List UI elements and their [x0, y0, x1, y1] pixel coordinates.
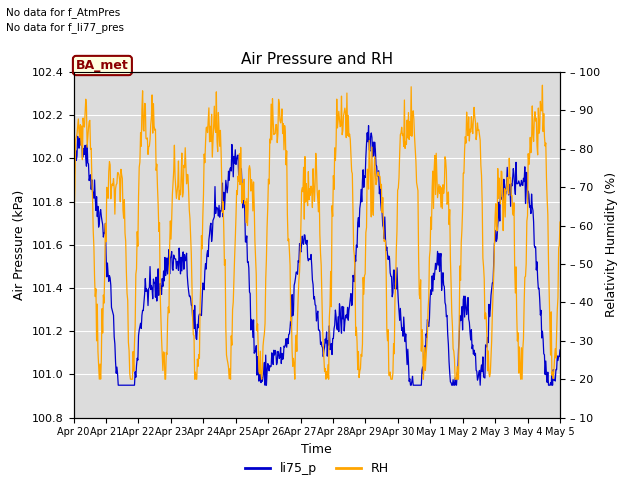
X-axis label: Time: Time: [301, 443, 332, 456]
Legend: li75_p, RH: li75_p, RH: [240, 457, 394, 480]
Y-axis label: Air Pressure (kPa): Air Pressure (kPa): [13, 190, 26, 300]
Title: Air Pressure and RH: Air Pressure and RH: [241, 52, 393, 67]
Text: No data for f_li77_pres: No data for f_li77_pres: [6, 22, 124, 33]
Y-axis label: Relativity Humidity (%): Relativity Humidity (%): [605, 172, 618, 317]
Text: No data for f_AtmPres: No data for f_AtmPres: [6, 7, 121, 18]
Text: BA_met: BA_met: [76, 59, 129, 72]
